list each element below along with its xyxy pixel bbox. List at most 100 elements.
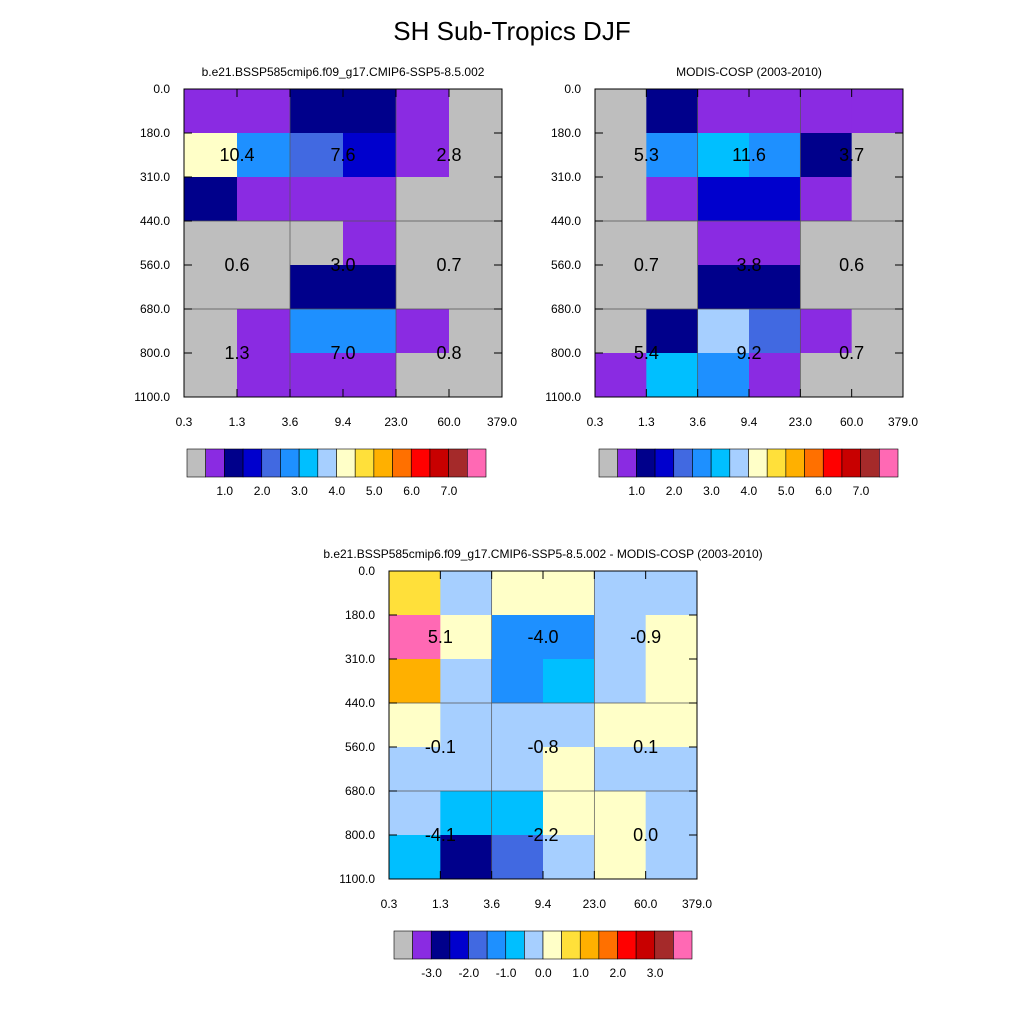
- heatmap-cell: [237, 221, 291, 266]
- colorbar-label: 2.0: [254, 484, 271, 498]
- colorbar-swatch: [598, 448, 618, 478]
- heatmap-cell: [184, 265, 238, 310]
- colorbar-swatch: [373, 448, 393, 478]
- heatmap-cell: [449, 89, 503, 134]
- cell-value-label: 0.8: [436, 343, 461, 363]
- heatmap-cell: [290, 221, 344, 266]
- heatmap-cell: [184, 221, 238, 266]
- heatmap-cell: [237, 309, 291, 354]
- heatmap-cell: [449, 177, 503, 222]
- colorbar-swatch: [448, 448, 468, 478]
- heatmap-cell: [594, 703, 647, 748]
- heatmap-cell: [396, 309, 450, 354]
- y-tick-label: 0.0: [358, 564, 375, 578]
- colorbar-swatch: [579, 930, 600, 960]
- heatmap-cell: [594, 615, 647, 660]
- cell-value-label: 5.4: [634, 343, 659, 363]
- colorbar-swatch: [280, 448, 300, 478]
- heatmap-cell: [595, 177, 647, 222]
- cell-value-label: 0.6: [224, 255, 249, 275]
- heatmap-cell: [646, 309, 699, 354]
- heatmap-cell: [543, 571, 595, 616]
- cell-value-label: 7.0: [330, 343, 355, 363]
- colorbar-swatch: [468, 930, 488, 960]
- y-tick-label: 1100.0: [545, 390, 581, 404]
- y-tick-label: 680.0: [551, 302, 581, 316]
- heatmap-cell: [595, 353, 647, 398]
- heatmap-cell: [851, 89, 904, 134]
- cell-value-label: 0.7: [634, 255, 659, 275]
- colorbar-swatch: [486, 930, 507, 960]
- cell-value-label: 3.7: [839, 145, 864, 165]
- heatmap-cell: [237, 353, 291, 398]
- heatmap-cell: [749, 309, 801, 354]
- colorbar-swatch: [542, 930, 562, 960]
- heatmap-cell: [343, 353, 397, 398]
- heatmap-cell: [851, 221, 904, 266]
- y-tick-label: 560.0: [140, 258, 170, 272]
- cell-value-label: 5.1: [428, 627, 453, 647]
- cell-value-label: 9.2: [736, 343, 761, 363]
- heatmap-cell: [646, 353, 699, 398]
- heatmap-cell: [543, 659, 595, 704]
- heatmap-cell: [389, 835, 441, 880]
- heatmap-cell: [440, 747, 493, 792]
- heatmap-cell: [237, 177, 291, 222]
- heatmap-cell: [237, 133, 291, 178]
- x-tick-label: 9.4: [741, 415, 758, 429]
- colorbar-label: 3.0: [647, 966, 664, 980]
- cell-value-label: -4.1: [425, 825, 456, 845]
- heatmap-cell: [491, 835, 544, 880]
- heatmap-cell: [851, 133, 904, 178]
- heatmap-cell: [237, 265, 291, 310]
- cell-value-label: -0.1: [425, 737, 456, 757]
- heatmap-cell: [800, 353, 853, 398]
- heatmap-cell: [389, 791, 441, 836]
- x-tick-label: 60.0: [437, 415, 461, 429]
- colorbar-swatch: [561, 930, 581, 960]
- colorbar-swatch: [766, 448, 787, 478]
- heatmap-cell: [543, 615, 595, 660]
- colorbar-label: -2.0: [459, 966, 480, 980]
- y-tick-label: 180.0: [140, 126, 170, 140]
- colorbar-swatch: [505, 930, 525, 960]
- colorbar-swatch: [804, 448, 824, 478]
- cell-value-label: -0.8: [527, 737, 558, 757]
- colorbar-label: 0.0: [535, 966, 552, 980]
- heatmap-cell: [594, 659, 647, 704]
- colorbar-swatch: [393, 930, 413, 960]
- heatmap-cell: [749, 89, 801, 134]
- heatmap-cell: [697, 221, 750, 266]
- colorbar-swatch: [635, 930, 656, 960]
- heatmap-cell: [697, 353, 750, 398]
- colorbar-label: 4.0: [741, 484, 758, 498]
- cell-value-label: -4.0: [527, 627, 558, 647]
- heatmap-cell: [851, 309, 904, 354]
- x-tick-label: 0.3: [587, 415, 604, 429]
- heatmap-cell: [389, 703, 441, 748]
- heatmap-cell: [440, 615, 493, 660]
- heatmap-cell: [595, 221, 647, 266]
- panel-title: b.e21.BSSP585cmip6.f09_g17.CMIP6-SSP5-8.…: [323, 547, 762, 561]
- cell-value-label: 0.7: [839, 343, 864, 363]
- heatmap-cell: [800, 133, 853, 178]
- colorbar-swatch: [654, 930, 674, 960]
- heatmap-cell: [449, 265, 503, 310]
- heatmap-cell: [594, 835, 647, 880]
- heatmap-cell: [449, 221, 503, 266]
- x-tick-label: 23.0: [384, 415, 408, 429]
- heatmap-cell: [543, 747, 595, 792]
- heatmap-cell: [646, 133, 699, 178]
- colorbar-swatch: [879, 448, 899, 478]
- colorbar-swatch: [636, 448, 656, 478]
- x-tick-label: 3.6: [689, 415, 706, 429]
- heatmap-cell: [343, 177, 397, 222]
- x-tick-label: 60.0: [840, 415, 864, 429]
- colorbar-label: 1.0: [572, 966, 589, 980]
- heatmap-cell: [396, 89, 450, 134]
- heatmap-cell: [184, 309, 238, 354]
- colorbar-label: 6.0: [815, 484, 832, 498]
- colorbar-swatch: [224, 448, 244, 478]
- colorbar-swatch: [617, 930, 637, 960]
- cell-value-label: -0.9: [630, 627, 661, 647]
